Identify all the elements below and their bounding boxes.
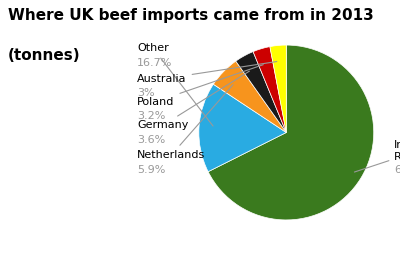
Wedge shape	[270, 45, 286, 132]
Wedge shape	[253, 47, 286, 132]
Text: Irish
Republic: Irish Republic	[354, 140, 400, 172]
Text: 67.6%: 67.6%	[394, 165, 400, 175]
Text: 3.2%: 3.2%	[137, 111, 166, 121]
Wedge shape	[236, 52, 286, 132]
Wedge shape	[199, 84, 286, 172]
Text: (tonnes): (tonnes)	[8, 48, 81, 63]
Text: 5.9%: 5.9%	[137, 165, 166, 175]
Text: Australia: Australia	[137, 61, 277, 84]
Text: 16.7%: 16.7%	[137, 58, 172, 68]
Wedge shape	[213, 61, 286, 132]
Text: Germany: Germany	[137, 71, 249, 130]
Text: Netherlands: Netherlands	[137, 85, 233, 160]
Text: 3%: 3%	[137, 89, 155, 98]
Text: 3.6%: 3.6%	[137, 135, 165, 145]
Wedge shape	[208, 45, 374, 220]
Text: Other: Other	[137, 43, 213, 126]
Text: Where UK beef imports came from in 2013: Where UK beef imports came from in 2013	[8, 8, 374, 23]
Text: Poland: Poland	[137, 65, 263, 107]
